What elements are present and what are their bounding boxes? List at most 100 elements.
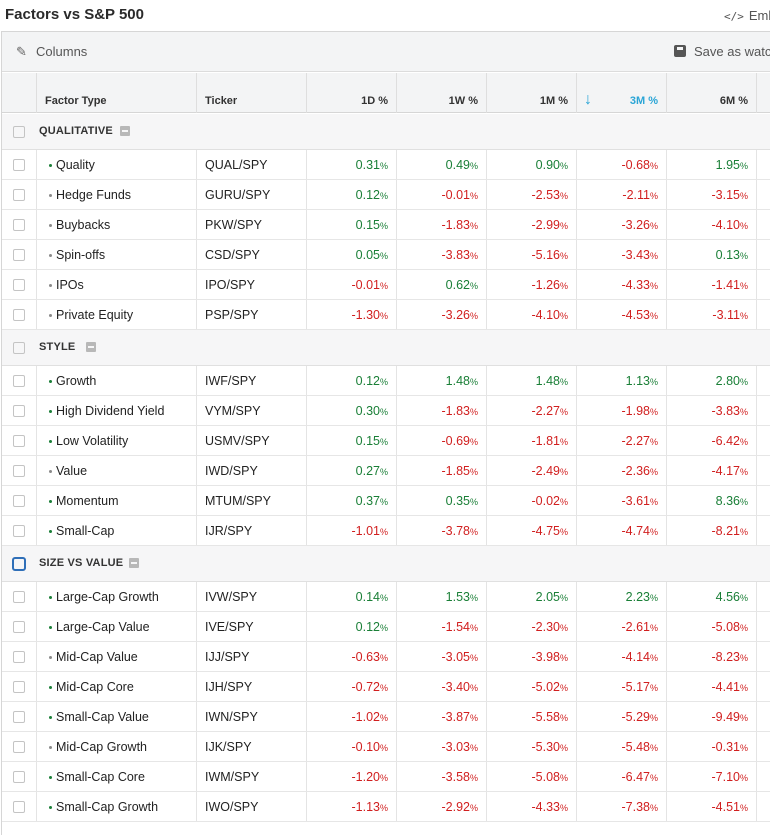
- factor-name[interactable]: Private Equity: [56, 308, 134, 322]
- collapse-minus-icon[interactable]: [129, 558, 139, 568]
- factor-name[interactable]: Mid-Cap Growth: [56, 740, 147, 754]
- ticker-symbol[interactable]: IWD/SPY: [205, 464, 258, 478]
- header-6m[interactable]: 6M %: [667, 73, 757, 113]
- columns-button[interactable]: ✎ Columns: [16, 44, 87, 60]
- group-row[interactable]: QUALITATIVE: [2, 114, 770, 150]
- ticker-symbol[interactable]: PSP/SPY: [205, 308, 259, 322]
- table-row[interactable]: Quality QUAL/SPY 0.31% 0.49% 0.90% -0.68% 1.95…: [2, 150, 770, 180]
- table-row[interactable]: Value IWD/SPY 0.27% -1.85% -2.49% -2.36% -4.17…: [2, 456, 770, 486]
- table-row[interactable]: Small-Cap Core IWM/SPY -1.20% -3.58% -5.08% -…: [2, 762, 770, 792]
- factor-name[interactable]: Hedge Funds: [56, 188, 132, 202]
- factor-name[interactable]: Value: [56, 464, 88, 478]
- row-select-checkbox[interactable]: [13, 801, 25, 813]
- table-row[interactable]: Small-Cap Value IWN/SPY -1.02% -3.87% -5.58%…: [2, 702, 770, 732]
- header-1w[interactable]: 1W %: [397, 73, 487, 113]
- row-select-checkbox[interactable]: [13, 651, 25, 663]
- factor-name[interactable]: Growth: [56, 374, 97, 388]
- row-select-checkbox[interactable]: [13, 189, 25, 201]
- save-as-watchlist-button[interactable]: Save as watch: [674, 44, 770, 59]
- table-row[interactable]: Buybacks PKW/SPY 0.15% -1.83% -2.99% -3.26% -4…: [2, 210, 770, 240]
- ticker-symbol[interactable]: IPO/SPY: [205, 278, 256, 292]
- ticker-symbol[interactable]: MTUM/SPY: [205, 494, 271, 508]
- ticker-symbol[interactable]: IWF/SPY: [205, 374, 257, 388]
- table-row[interactable]: Mid-Cap Value IJJ/SPY -0.63% -3.05% -3.98% -4…: [2, 642, 770, 672]
- factor-name[interactable]: Small-Cap Growth: [56, 800, 159, 814]
- table-row[interactable]: Small-Cap Growth IWO/SPY -1.13% -2.92% -4.33…: [2, 792, 770, 822]
- row-select-checkbox[interactable]: [13, 741, 25, 753]
- factor-name[interactable]: Large-Cap Value: [56, 620, 150, 634]
- factor-name[interactable]: Small-Cap: [56, 524, 115, 538]
- row-select-checkbox[interactable]: [13, 219, 25, 231]
- row-select-checkbox[interactable]: [13, 279, 25, 291]
- table-row[interactable]: Mid-Cap Growth IJK/SPY -0.10% -3.03% -5.30% -…: [2, 732, 770, 762]
- table-row[interactable]: Hedge Funds GURU/SPY 0.12% -0.01% -2.53% -2.1…: [2, 180, 770, 210]
- ticker-symbol[interactable]: IWO/SPY: [205, 800, 259, 814]
- ticker-symbol[interactable]: QUAL/SPY: [205, 158, 268, 172]
- ticker-symbol[interactable]: USMV/SPY: [205, 434, 270, 448]
- ticker-symbol[interactable]: IJK/SPY: [205, 740, 252, 754]
- group-select-checkbox[interactable]: [13, 126, 25, 138]
- ticker-symbol[interactable]: IJJ/SPY: [205, 650, 250, 664]
- row-select-checkbox[interactable]: [13, 525, 25, 537]
- factor-name[interactable]: IPOs: [56, 278, 84, 292]
- factor-name[interactable]: Low Volatility: [56, 434, 129, 448]
- ticker-symbol[interactable]: IWN/SPY: [205, 710, 258, 724]
- factor-name[interactable]: High Dividend Yield: [56, 404, 165, 418]
- ticker-symbol[interactable]: IVW/SPY: [205, 590, 258, 604]
- ticker-symbol[interactable]: IJR/SPY: [205, 524, 253, 538]
- row-select-checkbox[interactable]: [13, 465, 25, 477]
- table-row[interactable]: Growth IWF/SPY 0.12% 1.48% 1.48% 1.13% 2.80%: [2, 366, 770, 396]
- group-row[interactable]: STYLE: [2, 330, 770, 366]
- table-row[interactable]: Spin-offs CSD/SPY 0.05% -3.83% -5.16% -3.43% 0…: [2, 240, 770, 270]
- header-factor-type[interactable]: Factor Type: [37, 73, 197, 113]
- ticker-symbol[interactable]: PKW/SPY: [205, 218, 262, 232]
- collapse-minus-icon[interactable]: [120, 126, 130, 136]
- row-select-checkbox[interactable]: [13, 681, 25, 693]
- table-row[interactable]: High Dividend Yield VYM/SPY 0.30% -1.83% -2.…: [2, 396, 770, 426]
- table-row[interactable]: Private Equity PSP/SPY -1.30% -3.26% -4.10% -…: [2, 300, 770, 330]
- row-select-checkbox[interactable]: [13, 495, 25, 507]
- table-row[interactable]: Large-Cap Growth IVW/SPY 0.14% 1.53% 2.05% 2.…: [2, 582, 770, 612]
- table-row[interactable]: Mid-Cap Core IJH/SPY -0.72% -3.40% -5.02% -5.…: [2, 672, 770, 702]
- header-1m[interactable]: 1M %: [487, 73, 577, 113]
- table-row[interactable]: Small-Cap IJR/SPY -1.01% -3.78% -4.75% -4.74%…: [2, 516, 770, 546]
- factor-name[interactable]: Large-Cap Growth: [56, 590, 159, 604]
- ticker-symbol[interactable]: IVE/SPY: [205, 620, 254, 634]
- header-1d[interactable]: 1D %: [307, 73, 397, 113]
- group-select-checkbox[interactable]: [12, 557, 26, 571]
- factor-name[interactable]: Buybacks: [56, 218, 111, 232]
- table-row[interactable]: Low Volatility USMV/SPY 0.15% -0.69% -1.81% -…: [2, 426, 770, 456]
- embed-button[interactable]: </> Emb: [724, 8, 770, 23]
- table-row[interactable]: Momentum MTUM/SPY 0.37% 0.35% -0.02% -3.61% 8.…: [2, 486, 770, 516]
- collapse-minus-icon[interactable]: [86, 342, 96, 352]
- row-select-checkbox[interactable]: [13, 591, 25, 603]
- row-select-checkbox[interactable]: [13, 771, 25, 783]
- row-select-checkbox[interactable]: [13, 309, 25, 321]
- row-select-checkbox[interactable]: [13, 249, 25, 261]
- factor-name[interactable]: Small-Cap Value: [56, 710, 149, 724]
- row-select-checkbox[interactable]: [13, 621, 25, 633]
- ticker-symbol[interactable]: GURU/SPY: [205, 188, 271, 202]
- row-select-checkbox[interactable]: [13, 375, 25, 387]
- row-select-checkbox[interactable]: [13, 405, 25, 417]
- factor-name[interactable]: Spin-offs: [56, 248, 106, 262]
- row-select-checkbox[interactable]: [13, 159, 25, 171]
- ticker-symbol[interactable]: CSD/SPY: [205, 248, 260, 262]
- table-row[interactable]: Large-Cap Value IVE/SPY 0.12% -1.54% -2.30% -…: [2, 612, 770, 642]
- header-ticker[interactable]: Ticker: [197, 73, 307, 113]
- factor-name[interactable]: Small-Cap Core: [56, 770, 145, 784]
- header-3m[interactable]: ↓ 3M %: [577, 73, 667, 113]
- select-cell: [2, 732, 37, 761]
- ticker-symbol[interactable]: IWM/SPY: [205, 770, 260, 784]
- row-select-checkbox[interactable]: [13, 435, 25, 447]
- group-select-checkbox[interactable]: [13, 342, 25, 354]
- table-row[interactable]: IPOs IPO/SPY -0.01% 0.62% -1.26% -4.33% -1.41%: [2, 270, 770, 300]
- factor-name[interactable]: Mid-Cap Value: [56, 650, 138, 664]
- ticker-symbol[interactable]: IJH/SPY: [205, 680, 253, 694]
- factor-name[interactable]: Momentum: [56, 494, 119, 508]
- ticker-symbol[interactable]: VYM/SPY: [205, 404, 261, 418]
- row-select-checkbox[interactable]: [13, 711, 25, 723]
- factor-name[interactable]: Mid-Cap Core: [56, 680, 134, 694]
- group-row[interactable]: SIZE VS VALUE: [2, 546, 770, 582]
- factor-name[interactable]: Quality: [56, 158, 95, 172]
